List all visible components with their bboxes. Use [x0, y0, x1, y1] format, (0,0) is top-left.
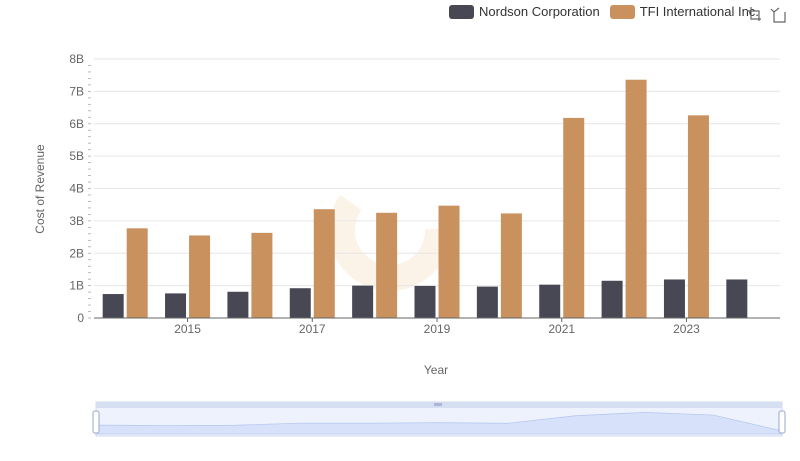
bar-nordson-2024[interactable] — [726, 279, 748, 318]
slider-handle-left[interactable] — [92, 410, 100, 434]
y-axis-title: Cost of Revenue — [33, 144, 47, 234]
slider-grip-icon[interactable] — [434, 403, 442, 406]
toolbox — [746, 6, 794, 24]
slider-selected-range[interactable] — [96, 408, 782, 436]
bar-tfi-2020[interactable] — [500, 213, 522, 318]
bar-nordson-2021[interactable] — [539, 284, 561, 318]
bar-tfi-2014[interactable] — [126, 228, 148, 318]
x-tick-label: 2019 — [424, 322, 451, 336]
bar-tfi-2022[interactable] — [625, 79, 647, 318]
bar-nordson-2020[interactable] — [476, 286, 498, 318]
data-zoom-slider[interactable] — [92, 401, 786, 437]
restore-icon[interactable] — [770, 6, 788, 24]
legend-label: Nordson Corporation — [479, 4, 600, 19]
x-tick-label: 2015 — [174, 322, 201, 336]
legend-label: TFI International Inc. — [639, 4, 759, 19]
x-tick-label: 2021 — [548, 322, 575, 336]
bar-tfi-2018[interactable] — [376, 212, 398, 318]
legend: Nordson Corporation TFI International Inc… — [449, 4, 769, 19]
y-tick-label: 6B — [69, 117, 84, 131]
bar-tfi-2021[interactable] — [563, 117, 585, 318]
y-tick-label: 1B — [69, 279, 84, 293]
bar-tfi-2016[interactable] — [251, 232, 273, 318]
bar-nordson-2023[interactable] — [663, 279, 685, 318]
x-axis-title: Year — [424, 363, 448, 377]
bar-nordson-2017[interactable] — [289, 288, 311, 318]
bar-tfi-2017[interactable] — [313, 209, 335, 318]
y-tick-label: 0 — [77, 311, 84, 325]
legend-item-1[interactable]: TFI International Inc. — [609, 4, 759, 19]
y-tick-label: 3B — [69, 214, 84, 228]
slider-preview-area — [95, 411, 783, 435]
legend-swatch — [609, 4, 635, 19]
y-tick-label: 8B — [69, 52, 84, 66]
bar-nordson-2016[interactable] — [227, 291, 249, 318]
bar-nordson-2018[interactable] — [352, 285, 374, 318]
bar-tfi-2019[interactable] — [438, 205, 460, 318]
legend-swatch — [449, 4, 474, 19]
y-tick-label: 7B — [69, 84, 84, 98]
x-tick-label: 2017 — [299, 322, 326, 336]
x-tick-label: 2023 — [673, 322, 700, 336]
y-tick-label: 5B — [69, 149, 84, 163]
bar-nordson-2019[interactable] — [414, 285, 436, 318]
bar-tfi-2015[interactable] — [189, 235, 211, 318]
bar-nordson-2015[interactable] — [165, 293, 187, 318]
slider-handle-right[interactable] — [778, 410, 786, 434]
bar-nordson-2022[interactable] — [601, 280, 623, 318]
y-tick-label: 4B — [69, 182, 84, 196]
zoom-icon[interactable] — [746, 6, 764, 24]
bar-nordson-2014[interactable] — [102, 294, 124, 318]
y-tick-label: 2B — [69, 246, 84, 260]
legend-item-0[interactable]: Nordson Corporation — [449, 4, 600, 19]
bar-tfi-2023[interactable] — [687, 115, 709, 319]
